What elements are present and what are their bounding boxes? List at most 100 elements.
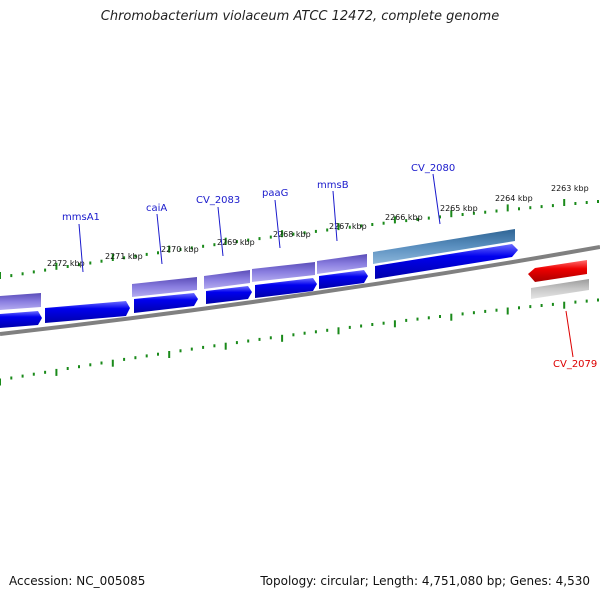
- minor-tick: [157, 352, 159, 356]
- map-title: Chromobacterium violaceum ATCC 12472, co…: [100, 9, 500, 24]
- minor-tick: [190, 246, 193, 250]
- minor-tick: [78, 365, 80, 369]
- minor-tick: [585, 299, 588, 303]
- minor-tick: [78, 263, 80, 267]
- minor-tick: [89, 261, 92, 265]
- major-tick: [506, 307, 509, 315]
- tick-label: 2265 kbp: [440, 204, 478, 213]
- minor-tick: [202, 244, 205, 248]
- minor-tick: [100, 259, 103, 263]
- minor-tick: [439, 215, 441, 219]
- gene-bar-paaG[interactable]: [252, 262, 315, 282]
- minor-tick: [348, 325, 351, 329]
- minor-tick: [360, 324, 363, 328]
- cds-arrow-CV_2083[interactable]: [206, 286, 252, 304]
- major-tick: [337, 223, 340, 231]
- major-tick: [281, 334, 284, 342]
- minor-tick: [44, 268, 47, 272]
- minor-tick: [597, 200, 599, 203]
- inner-tick-ring: [0, 298, 599, 386]
- minor-tick: [134, 356, 137, 360]
- minor-tick: [303, 331, 306, 335]
- minor-tick: [21, 272, 24, 276]
- gene-label-CV_2083[interactable]: CV_2083: [196, 195, 240, 206]
- minor-tick: [416, 217, 419, 221]
- minor-tick: [202, 345, 205, 349]
- minor-tick: [10, 274, 13, 278]
- major-tick: [224, 237, 227, 245]
- minor-tick: [427, 216, 430, 220]
- gene-bar-mmsB[interactable]: [317, 254, 367, 274]
- cds-arrow-paaG[interactable]: [255, 278, 317, 298]
- gene-label-mmsB[interactable]: mmsB: [317, 180, 349, 191]
- cds-arrow-caiA[interactable]: [134, 293, 198, 313]
- minor-tick: [382, 221, 385, 225]
- minor-tick: [597, 298, 599, 302]
- minor-tick: [66, 265, 69, 268]
- gene-label-paaG[interactable]: paaG: [262, 188, 288, 199]
- minor-tick: [179, 349, 182, 353]
- tick-label: 2272 kbp: [47, 259, 85, 268]
- minor-tick: [269, 336, 272, 340]
- gene-label-mmsA1[interactable]: mmsA1: [62, 212, 100, 223]
- minor-tick: [258, 237, 261, 241]
- minor-tick: [360, 224, 363, 228]
- tick-label: 2268 kbp: [273, 230, 311, 239]
- cds-arrow-mmsA1[interactable]: [45, 301, 130, 323]
- minor-tick: [326, 228, 329, 232]
- tick-label: 2267 kbp: [329, 222, 367, 231]
- gene-bar-caiA[interactable]: [132, 277, 197, 297]
- minor-tick: [247, 339, 250, 343]
- gene-bar-left-partial[interactable]: [0, 293, 41, 310]
- minor-tick: [540, 304, 543, 307]
- tick-label: 2263 kbp: [551, 184, 589, 193]
- minor-tick: [529, 206, 532, 210]
- minor-tick: [574, 202, 577, 205]
- major-tick: [450, 313, 453, 321]
- minor-tick: [269, 235, 272, 239]
- major-tick: [450, 210, 453, 218]
- minor-tick: [585, 201, 588, 204]
- major-tick: [281, 230, 284, 238]
- major-tick: [0, 378, 1, 386]
- gene-bar-CV_2083[interactable]: [204, 270, 250, 289]
- minor-tick: [134, 254, 137, 258]
- cds-arrow-mmsB[interactable]: [319, 270, 368, 289]
- minor-tick: [427, 316, 430, 320]
- gene-bar-CV_2080[interactable]: [373, 229, 515, 264]
- minor-tick: [416, 317, 419, 321]
- minor-tick: [89, 363, 92, 367]
- gene-label-caiA[interactable]: caiA: [146, 203, 167, 214]
- tick-label: 2269 kbp: [217, 238, 255, 247]
- major-tick: [168, 245, 171, 253]
- minor-tick: [303, 231, 306, 235]
- minor-tick: [100, 361, 103, 365]
- minor-tick: [213, 243, 216, 247]
- major-tick: [506, 204, 509, 212]
- minor-tick: [44, 370, 47, 374]
- minor-tick: [258, 337, 261, 341]
- gene-label-CV_2080[interactable]: CV_2080: [411, 163, 455, 174]
- minor-tick: [540, 205, 543, 209]
- gene-label-CV_2079[interactable]: CV_2079: [553, 359, 597, 370]
- minor-tick: [551, 204, 554, 208]
- minor-tick: [348, 225, 351, 229]
- tick-labels: 2272 kbp 2271 kbp 2270 kbp 2269 kbp 2268…: [47, 184, 589, 268]
- minor-tick: [529, 305, 532, 309]
- cds-track: [0, 244, 587, 328]
- minor-tick: [371, 323, 374, 326]
- gene-bar-CV_2079[interactable]: [531, 279, 589, 299]
- minor-tick: [247, 238, 250, 242]
- minor-tick: [495, 209, 498, 213]
- genome-backbone: [0, 245, 600, 336]
- minor-tick: [439, 315, 441, 318]
- cds-arrow-left-partial[interactable]: [0, 311, 42, 328]
- major-tick: [0, 272, 1, 279]
- cds-arrow-CV_2079[interactable]: [528, 260, 587, 282]
- major-tick: [563, 199, 566, 206]
- minor-tick: [21, 374, 24, 378]
- major-tick: [393, 320, 396, 328]
- cds-arrow-CV_2080[interactable]: [375, 244, 518, 279]
- minor-tick: [484, 309, 487, 313]
- minor-tick: [518, 306, 520, 310]
